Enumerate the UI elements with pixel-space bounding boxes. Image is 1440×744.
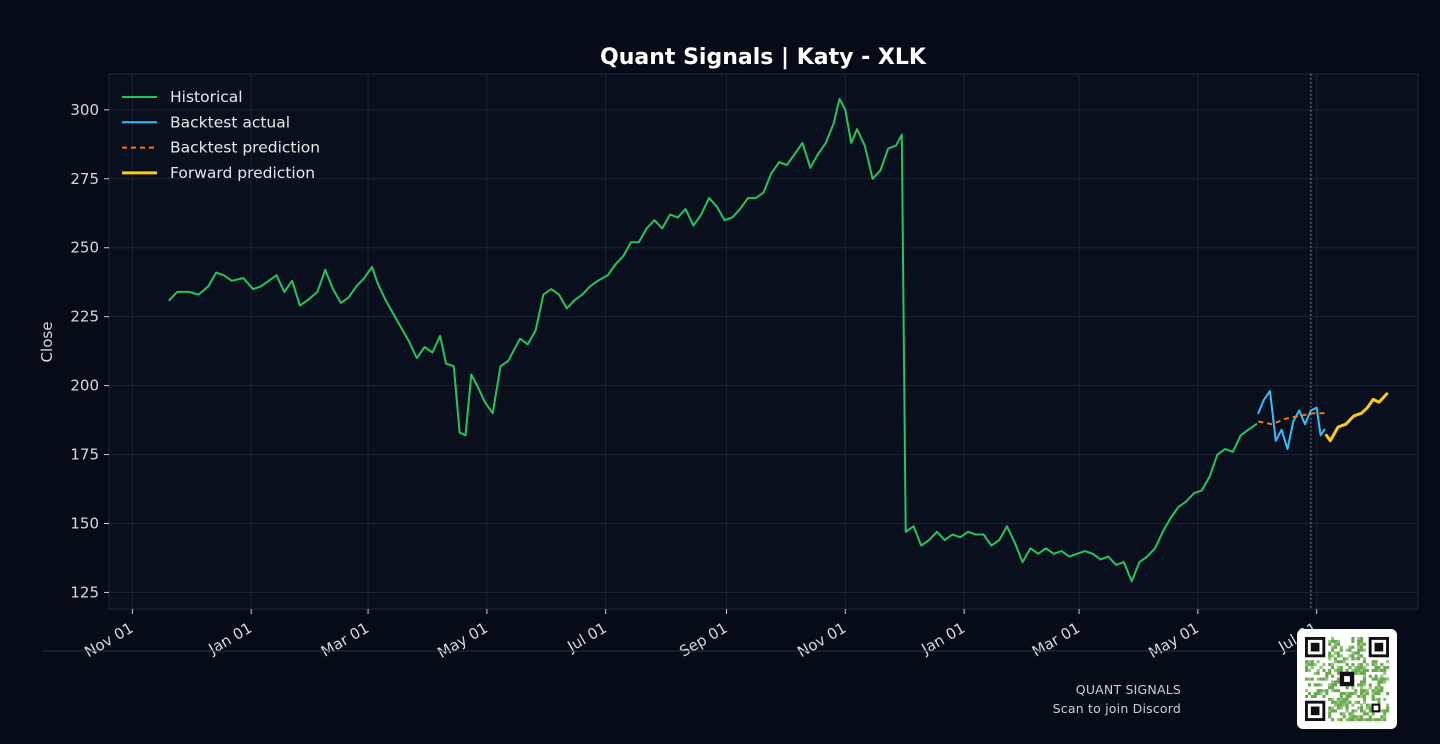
y-tick-label: 125 <box>70 583 99 601</box>
y-tick-label: 200 <box>70 377 99 395</box>
discord-qr-code[interactable] <box>1297 629 1397 729</box>
x-tick-label: Jul 01 <box>564 619 610 656</box>
x-tick-label: Sep 01 <box>676 619 730 661</box>
x-tick-label: May 01 <box>1145 619 1202 662</box>
x-tick-label: Nov 01 <box>794 619 849 661</box>
series-line-backtest-prediction <box>1258 412 1325 426</box>
footer-cta: Scan to join Discord <box>1052 701 1181 716</box>
y-tick-label: 275 <box>70 170 99 188</box>
legend-label: Backtest prediction <box>170 139 320 157</box>
y-tick-label: 250 <box>70 239 99 257</box>
x-tick-label: Jan 01 <box>205 619 256 659</box>
x-tick-label: Mar 01 <box>318 619 372 661</box>
x-tick-label: Jan 01 <box>918 619 969 659</box>
legend-label: Forward prediction <box>170 164 315 182</box>
series-line-forward-prediction <box>1324 392 1389 443</box>
y-tick-label: 225 <box>70 308 99 326</box>
series-line-backtest-actual <box>1257 390 1326 451</box>
y-axis-label: Close <box>38 322 56 363</box>
x-tick-label: Nov 01 <box>81 619 136 661</box>
chart-title: Quant Signals | Katy - XLK <box>600 45 927 70</box>
y-tick-label: 300 <box>70 101 99 119</box>
legend-label: Backtest actual <box>170 113 290 131</box>
footer-brand: QUANT SIGNALS <box>1075 682 1181 697</box>
series-line-historical <box>168 97 1258 583</box>
x-tick-label: May 01 <box>434 619 491 662</box>
y-tick-label: 175 <box>70 446 99 464</box>
x-tick-label: Mar 01 <box>1029 619 1083 661</box>
qr-code-icon <box>1305 637 1390 722</box>
legend-label: Historical <box>170 88 243 106</box>
plot-area <box>108 73 1419 610</box>
y-tick-label: 150 <box>70 515 99 533</box>
